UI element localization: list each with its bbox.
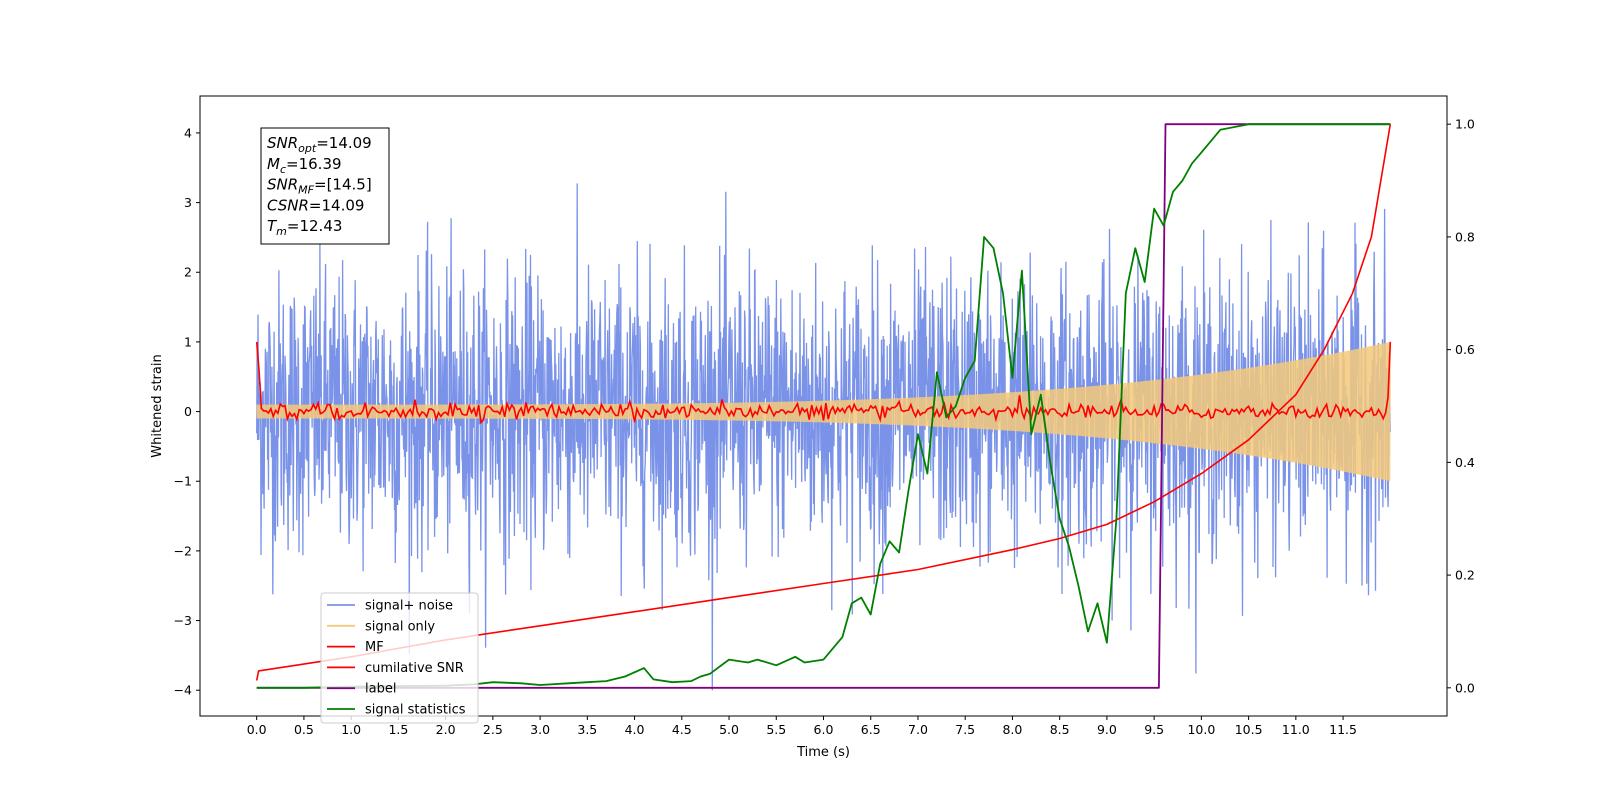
y-right-tick-label: 0.6 <box>1455 342 1475 357</box>
info-line: Tm=12.43 <box>267 217 342 238</box>
x-tick-label: 6.5 <box>861 722 881 737</box>
legend-label: signal only <box>365 619 435 634</box>
x-tick-label: 4.5 <box>672 722 692 737</box>
x-tick-label: 0.0 <box>247 722 267 737</box>
y-right-tick-label: 0.2 <box>1455 568 1475 583</box>
y-right-tick-label: 0.8 <box>1455 229 1475 244</box>
x-tick-label: 7.5 <box>955 722 975 737</box>
info-box: SNRopt=14.09Mc=16.39SNRMF=[14.5]CSNR=14.… <box>260 127 390 245</box>
x-tick-label: 5.5 <box>766 722 786 737</box>
x-tick-label: 4.0 <box>625 722 645 737</box>
y-left-tick-label: 3 <box>184 195 192 210</box>
info-value: =16.39 <box>286 155 342 173</box>
legend-label: label <box>365 682 396 697</box>
info-var: CSNR <box>267 196 309 214</box>
x-tick-label: 5.0 <box>719 722 739 737</box>
legend: signal+ noise signal only MF cumilative SNR… <box>320 592 479 724</box>
x-tick-label: 2.5 <box>483 722 503 737</box>
x-tick-label: 9.0 <box>1097 722 1117 737</box>
info-sub: c <box>280 163 286 176</box>
info-line: SNRopt=14.09 <box>267 134 372 155</box>
y-left-tick-label: −3 <box>174 613 192 628</box>
info-line: CSNR=14.09 <box>267 196 364 214</box>
info-value: =[14.5] <box>314 176 372 194</box>
legend-label: cumilative SNR <box>365 661 464 676</box>
y-left-tick-label: 4 <box>184 125 192 140</box>
series-signal-statistics-line <box>256 123 1391 689</box>
y-left-tick-label: −1 <box>174 474 192 489</box>
legend-label: MF <box>365 640 384 655</box>
x-tick-label: 1.0 <box>341 722 361 737</box>
y-left-tick-label: 1 <box>184 334 192 349</box>
info-sub: m <box>276 225 287 238</box>
series-signal-only-line <box>256 341 1391 482</box>
info-var: M <box>267 155 280 173</box>
legend-label: signal statistics <box>365 703 466 718</box>
legend-frame <box>320 592 479 724</box>
info-value: =14.09 <box>309 196 365 214</box>
x-tick-label: 11.0 <box>1282 722 1310 737</box>
info-value: =14.09 <box>316 134 372 152</box>
x-tick-label: 3.0 <box>530 722 550 737</box>
info-line: SNRMF=[14.5] <box>267 176 372 197</box>
x-tick-label: 6.0 <box>814 722 834 737</box>
y-right-tick-label: 0.4 <box>1455 455 1475 470</box>
x-tick-label: 2.0 <box>436 722 456 737</box>
info-var: T <box>267 217 278 235</box>
info-sub: MF <box>298 184 314 197</box>
x-tick-label: 10.5 <box>1235 722 1263 737</box>
y-left-tick-label: −2 <box>174 543 192 558</box>
y-left-tick-label: 0 <box>184 404 192 419</box>
x-tick-label: 0.5 <box>294 722 314 737</box>
y-right-tick-label: 0.0 <box>1455 680 1475 695</box>
info-var: SNR <box>267 134 298 152</box>
x-tick-label: 11.5 <box>1329 722 1357 737</box>
y-left-tick-label: −4 <box>174 683 192 698</box>
info-var: SNR <box>267 176 298 194</box>
axes-layer: 0.0 0.5 1.0 1.5 2.0 2.5 3.0 3.5 4.0 4.5 5.0 5.5 6.0 6… <box>174 117 1475 737</box>
x-tick-label: 3.5 <box>577 722 597 737</box>
x-tick-label: 9.5 <box>1144 722 1164 737</box>
x-tick-label: 8.0 <box>1002 722 1022 737</box>
info-value: =12.43 <box>287 217 343 235</box>
info-box-frame <box>260 127 390 245</box>
x-axis-label: Time (s) <box>796 745 850 760</box>
x-tick-label: 10.0 <box>1187 722 1215 737</box>
x-tick-label: 8.5 <box>1050 722 1070 737</box>
x-tick-label: 1.5 <box>388 722 408 737</box>
y-axis-label: Whitened strain <box>150 354 165 457</box>
x-tick-label: 7.0 <box>908 722 928 737</box>
info-sub: opt <box>298 142 317 155</box>
legend-label: signal+ noise <box>365 599 453 614</box>
info-line: Mc=16.39 <box>267 155 342 176</box>
series-mf-line <box>255 341 1392 425</box>
y-left-tick-label: 2 <box>184 265 192 280</box>
y-right-tick-label: 1.0 <box>1455 117 1475 132</box>
